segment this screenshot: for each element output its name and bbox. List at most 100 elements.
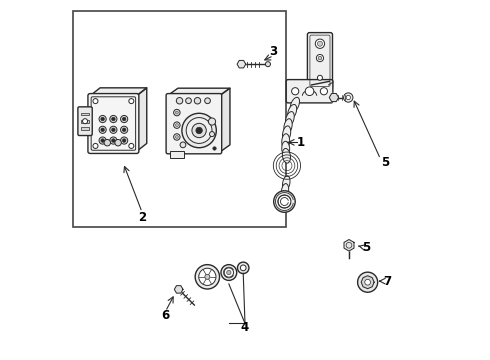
Circle shape	[365, 279, 370, 285]
Circle shape	[82, 119, 88, 124]
Circle shape	[318, 41, 322, 46]
Circle shape	[101, 139, 104, 142]
Circle shape	[122, 117, 126, 121]
Ellipse shape	[282, 134, 290, 149]
Text: 5: 5	[381, 156, 389, 169]
Ellipse shape	[282, 141, 290, 156]
Bar	[81, 113, 89, 116]
Circle shape	[274, 191, 295, 212]
Circle shape	[173, 134, 180, 140]
Circle shape	[221, 265, 237, 280]
Text: 4: 4	[241, 321, 249, 334]
Circle shape	[192, 123, 206, 138]
Circle shape	[93, 143, 98, 148]
Text: 2: 2	[138, 211, 146, 224]
Circle shape	[186, 98, 192, 104]
Ellipse shape	[288, 104, 296, 119]
Bar	[81, 127, 89, 130]
Circle shape	[112, 128, 115, 132]
FancyBboxPatch shape	[307, 33, 333, 89]
Circle shape	[176, 98, 183, 104]
FancyBboxPatch shape	[166, 94, 221, 154]
Circle shape	[122, 139, 126, 142]
Circle shape	[99, 137, 106, 144]
Circle shape	[278, 195, 291, 208]
Circle shape	[175, 111, 178, 114]
Circle shape	[320, 87, 327, 95]
Ellipse shape	[282, 176, 290, 191]
Circle shape	[266, 62, 270, 67]
Polygon shape	[174, 285, 183, 293]
Circle shape	[112, 139, 115, 142]
Circle shape	[213, 147, 216, 150]
Circle shape	[318, 56, 322, 60]
Circle shape	[238, 262, 249, 274]
Circle shape	[205, 98, 210, 104]
Circle shape	[115, 139, 122, 146]
Polygon shape	[220, 88, 230, 152]
Circle shape	[93, 99, 98, 104]
Circle shape	[104, 139, 111, 146]
Bar	[81, 120, 89, 123]
FancyBboxPatch shape	[286, 80, 333, 103]
Text: 6: 6	[161, 309, 170, 322]
Polygon shape	[137, 88, 147, 151]
Circle shape	[121, 126, 128, 134]
Bar	[73, 12, 286, 226]
Ellipse shape	[281, 184, 289, 199]
Circle shape	[101, 128, 104, 132]
Ellipse shape	[282, 148, 291, 163]
Circle shape	[199, 268, 216, 285]
Circle shape	[292, 87, 299, 95]
Bar	[170, 151, 184, 158]
Text: 5: 5	[362, 241, 370, 254]
Polygon shape	[361, 276, 374, 289]
FancyBboxPatch shape	[78, 107, 92, 135]
Circle shape	[358, 272, 378, 292]
Circle shape	[315, 39, 324, 48]
Circle shape	[205, 274, 210, 279]
Circle shape	[346, 95, 350, 100]
Circle shape	[122, 128, 126, 132]
Circle shape	[224, 268, 234, 277]
Circle shape	[227, 270, 231, 275]
Circle shape	[210, 132, 215, 136]
Circle shape	[101, 117, 104, 121]
Circle shape	[305, 87, 314, 95]
Circle shape	[182, 113, 216, 148]
Ellipse shape	[290, 97, 299, 112]
Circle shape	[208, 118, 216, 125]
Circle shape	[194, 98, 201, 104]
FancyBboxPatch shape	[88, 94, 139, 153]
Circle shape	[173, 109, 180, 116]
Circle shape	[112, 117, 115, 121]
Circle shape	[343, 93, 353, 102]
Circle shape	[173, 122, 180, 129]
Polygon shape	[168, 88, 230, 95]
Circle shape	[186, 118, 212, 143]
Text: 7: 7	[383, 275, 392, 288]
Text: 1: 1	[296, 136, 305, 149]
Circle shape	[180, 142, 186, 148]
Circle shape	[121, 137, 128, 144]
Circle shape	[129, 99, 134, 104]
Circle shape	[121, 116, 128, 123]
Polygon shape	[344, 239, 354, 251]
Text: 3: 3	[270, 45, 278, 58]
Ellipse shape	[284, 119, 292, 134]
Circle shape	[110, 126, 117, 134]
Circle shape	[318, 75, 322, 80]
Circle shape	[196, 127, 202, 134]
Polygon shape	[237, 60, 245, 68]
Circle shape	[175, 135, 178, 138]
Circle shape	[317, 54, 323, 62]
Circle shape	[175, 124, 178, 127]
Circle shape	[240, 265, 246, 271]
Circle shape	[99, 116, 106, 123]
Circle shape	[110, 137, 117, 144]
Ellipse shape	[286, 112, 294, 126]
Polygon shape	[329, 94, 339, 102]
Circle shape	[99, 126, 106, 134]
Ellipse shape	[282, 126, 291, 141]
Circle shape	[110, 116, 117, 123]
